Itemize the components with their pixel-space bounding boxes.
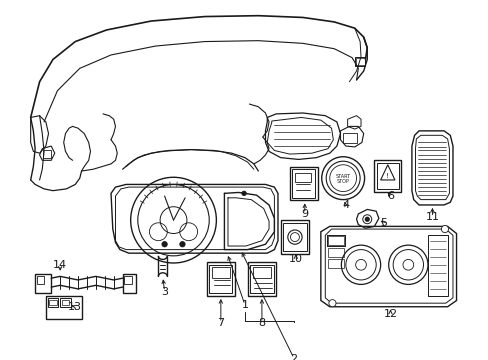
Bar — [211, 267, 229, 278]
Text: !: ! — [386, 174, 388, 179]
Bar — [49, 300, 57, 305]
Bar — [35, 274, 51, 293]
Text: 11: 11 — [425, 212, 439, 222]
Text: 5: 5 — [379, 218, 386, 228]
Bar — [46, 296, 81, 319]
Text: 12: 12 — [383, 309, 397, 319]
Bar — [247, 262, 276, 296]
Text: 4: 4 — [342, 200, 349, 210]
Text: 2: 2 — [290, 354, 297, 360]
Text: 10: 10 — [288, 253, 302, 264]
Circle shape — [441, 225, 447, 233]
Text: STOP: STOP — [336, 179, 349, 184]
Bar — [374, 160, 400, 192]
Bar — [60, 298, 71, 307]
Bar — [62, 300, 69, 305]
Text: 6: 6 — [386, 191, 393, 201]
Text: 8: 8 — [258, 318, 265, 328]
Bar — [326, 235, 344, 246]
Bar — [250, 265, 273, 293]
Bar — [283, 223, 306, 251]
Bar — [206, 262, 235, 296]
Bar — [37, 276, 44, 284]
Circle shape — [162, 242, 167, 247]
Bar — [326, 235, 344, 246]
Text: 7: 7 — [217, 318, 224, 328]
Text: START: START — [335, 174, 350, 179]
Bar — [376, 163, 398, 189]
Text: 9: 9 — [301, 209, 308, 219]
Text: 1: 1 — [241, 300, 248, 310]
Bar — [326, 235, 344, 246]
Circle shape — [364, 217, 369, 221]
Bar — [327, 260, 344, 268]
Circle shape — [328, 300, 335, 307]
Bar — [355, 58, 364, 65]
Bar — [327, 236, 344, 245]
Bar — [43, 150, 51, 158]
Text: 13: 13 — [68, 302, 82, 312]
Bar — [292, 169, 315, 198]
Bar — [327, 248, 344, 257]
Text: 14: 14 — [53, 260, 67, 270]
Bar — [289, 167, 318, 201]
Bar — [354, 57, 365, 66]
Bar — [294, 173, 310, 182]
Bar — [343, 132, 356, 143]
Bar — [124, 276, 131, 284]
Bar — [122, 274, 136, 293]
Bar — [209, 265, 232, 293]
Bar — [47, 298, 58, 307]
Circle shape — [180, 242, 185, 247]
Bar — [280, 220, 308, 254]
Bar — [427, 235, 447, 296]
Text: 3: 3 — [161, 287, 168, 297]
Circle shape — [242, 191, 246, 195]
Bar — [252, 267, 270, 278]
